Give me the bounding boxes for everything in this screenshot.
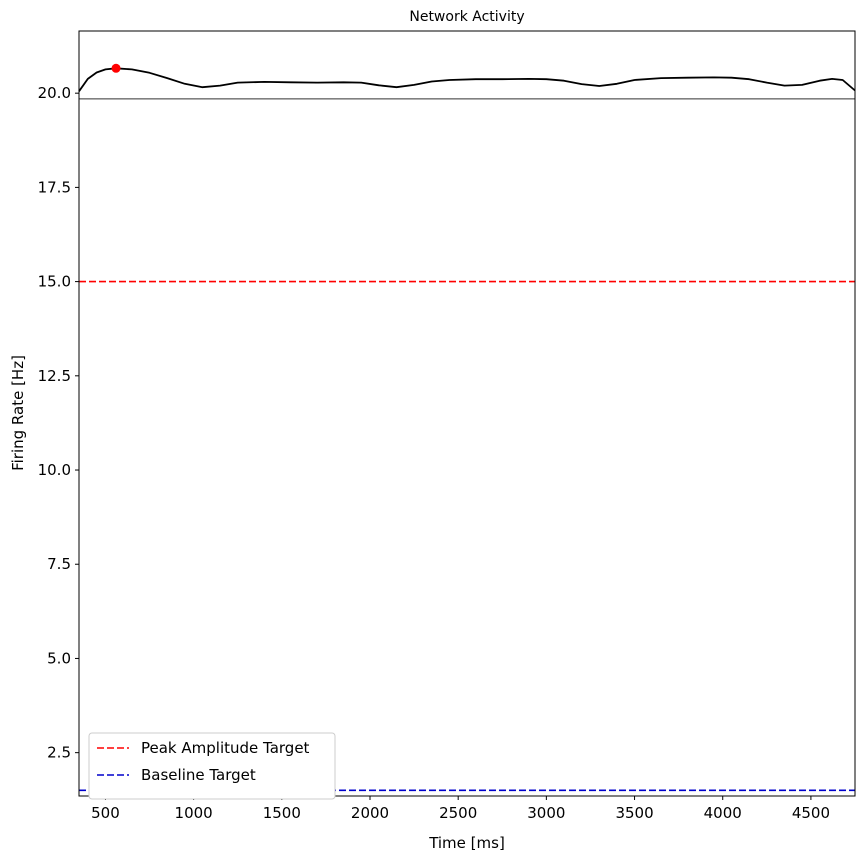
plot-area — [78, 63, 856, 792]
y-tick-label: 17.5 — [38, 178, 71, 196]
peak-marker — [111, 63, 121, 73]
x-tick-label: 500 — [91, 804, 120, 822]
y-tick-label: 7.5 — [47, 555, 71, 573]
y-tick-label: 20.0 — [38, 84, 71, 102]
legend-label: Peak Amplitude Target — [141, 739, 310, 757]
x-tick-label: 3000 — [527, 804, 565, 822]
y-axis-label: Firing Rate [Hz] — [9, 355, 27, 471]
x-tick-label: 1000 — [175, 804, 213, 822]
legend-label: Baseline Target — [141, 766, 256, 784]
y-tick-label: 15.0 — [38, 273, 71, 291]
x-tick-label: 3500 — [615, 804, 653, 822]
y-tick-label: 2.5 — [47, 744, 71, 762]
y-tick-label: 12.5 — [38, 367, 71, 385]
y-tick-label: 5.0 — [47, 649, 71, 667]
x-tick-label: 4500 — [792, 804, 830, 822]
plot-frame — [78, 30, 856, 797]
chart-title: Network Activity — [409, 9, 524, 25]
axis-ticks: 500 1000 1500 2000 2500 3000 3500 4000 4500 2.5 5.… — [38, 84, 830, 822]
firing-rate-line — [78, 67, 856, 92]
legend: Peak Amplitude Target Baseline Target — [88, 732, 336, 800]
x-axis-label: Time [ms] — [428, 834, 505, 852]
x-tick-label: 2000 — [351, 804, 389, 822]
y-tick-label: 10.0 — [38, 461, 71, 479]
x-tick-label: 4000 — [704, 804, 742, 822]
legend-box — [88, 732, 336, 800]
x-tick-label: 1500 — [263, 804, 301, 822]
x-tick-label: 2500 — [439, 804, 477, 822]
